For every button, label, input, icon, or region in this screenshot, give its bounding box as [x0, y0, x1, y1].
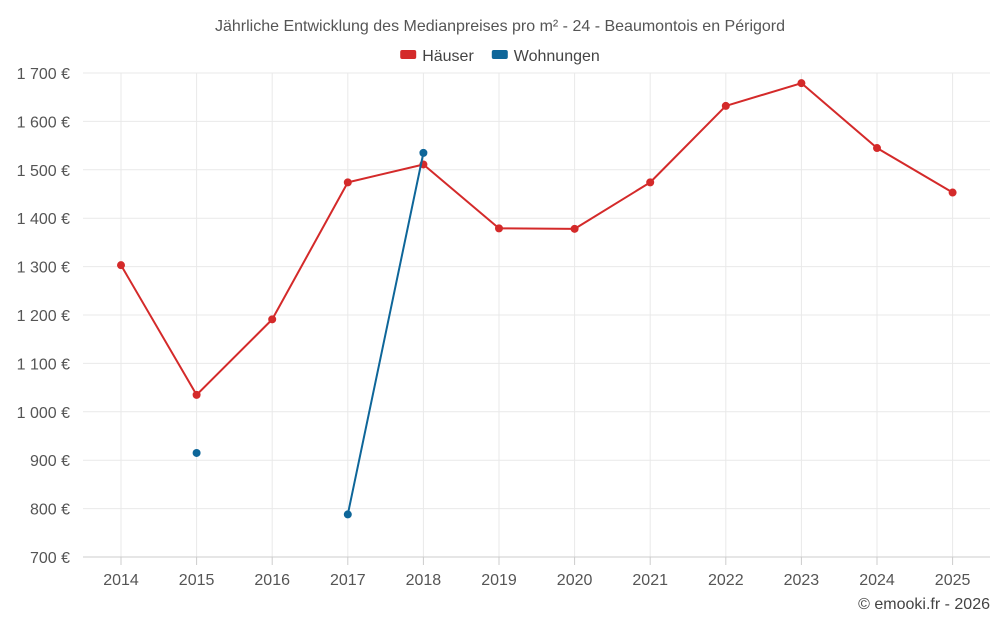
data-point-hauser-2025[interactable]	[948, 188, 957, 197]
y-tick-label: 1 200 €	[17, 308, 70, 325]
y-tick-label: 1 000 €	[17, 405, 70, 422]
series-line-segment	[573, 181, 652, 230]
data-point-wohnungen-2018[interactable]	[419, 148, 428, 157]
x-tick-label: 2024	[859, 572, 895, 589]
data-point-hauser-2023[interactable]	[797, 79, 806, 88]
x-tick-label: 2021	[632, 572, 668, 589]
y-tick-label: 900 €	[30, 453, 70, 470]
y-tick-label: 1 500 €	[17, 163, 70, 180]
data-point-wohnungen-2017[interactable]	[343, 510, 352, 519]
legend-label: Wohnungen	[514, 48, 600, 65]
series-line-segment	[346, 151, 425, 516]
series-line-segment	[724, 82, 803, 107]
series-line-segment	[120, 264, 198, 396]
data-point-hauser-2021[interactable]	[646, 178, 655, 187]
data-point-hauser-2015[interactable]	[192, 390, 201, 399]
x-tick-label: 2014	[103, 572, 139, 589]
data-point-hauser-2016[interactable]	[268, 315, 277, 324]
chart-title: Jährliche Entwicklung des Medianpreises …	[215, 18, 785, 35]
y-tick-label: 1 600 €	[17, 114, 70, 131]
series-line-segment	[346, 163, 425, 184]
legend-swatch	[400, 50, 417, 59]
series-line-segment	[800, 82, 878, 150]
y-tick-label: 1 700 €	[17, 66, 70, 83]
series-line-segment	[422, 163, 500, 230]
data-point-hauser-2019[interactable]	[495, 224, 503, 233]
x-tick-label: 2018	[406, 572, 442, 589]
x-tick-label: 2025	[935, 572, 971, 589]
x-tick-label: 2016	[254, 572, 290, 589]
x-tick-label: 2019	[481, 572, 517, 589]
data-point-wohnungen-2015[interactable]	[192, 448, 201, 457]
y-tick-label: 800 €	[30, 502, 70, 519]
series-wohnungen	[192, 148, 428, 519]
x-tick-label: 2017	[330, 572, 366, 589]
grid	[83, 72, 990, 558]
y-tick-label: 1 100 €	[17, 356, 70, 373]
series-line-segment	[876, 147, 954, 194]
x-tick-label: 2020	[557, 572, 593, 589]
series-line-segment	[649, 104, 727, 184]
y-tick-label: 1 300 €	[17, 260, 70, 277]
credit-text: © emooki.fr - 2026	[858, 596, 990, 613]
legend-item-wohnungen[interactable]: Wohnungen	[491, 48, 600, 65]
x-axis: 2014 2015 2016 2017 2018 2019 2020 2021 2022 2023…	[83, 556, 990, 589]
legend-item-hauser[interactable]: Häuser	[400, 48, 474, 65]
y-axis: 700 € 800 € 900 € 1 000 € 1 100 € 1 200 € 1 30…	[17, 66, 70, 567]
data-point-hauser-2014[interactable]	[117, 261, 125, 270]
data-point-hauser-2020[interactable]	[570, 224, 579, 233]
series-line-segment	[195, 318, 274, 396]
y-tick-label: 1 400 €	[17, 211, 70, 228]
legend[interactable]: Häuser Wohnungen	[400, 48, 600, 65]
series-line-segment	[271, 181, 349, 321]
data-point-hauser-2022[interactable]	[721, 101, 730, 110]
series-hauser	[117, 79, 957, 399]
x-tick-label: 2015	[179, 572, 215, 589]
data-point-hauser-2017[interactable]	[343, 178, 352, 187]
data-point-hauser-2024[interactable]	[873, 144, 881, 153]
legend-label: Häuser	[422, 48, 474, 65]
legend-swatch	[491, 50, 508, 59]
series-layer	[117, 79, 957, 519]
x-tick-label: 2023	[784, 572, 820, 589]
x-tick-label: 2022	[708, 572, 744, 589]
y-tick-label: 700 €	[30, 550, 70, 567]
